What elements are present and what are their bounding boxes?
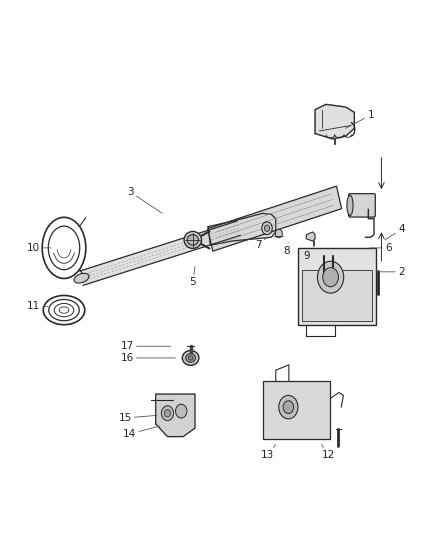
- Circle shape: [161, 406, 173, 421]
- Circle shape: [265, 225, 270, 231]
- Text: 16: 16: [120, 353, 175, 363]
- Text: 12: 12: [321, 445, 335, 460]
- Text: 4: 4: [385, 224, 405, 240]
- Text: 2: 2: [378, 267, 405, 277]
- Bar: [297, 248, 376, 325]
- Circle shape: [276, 229, 283, 238]
- Text: 11: 11: [27, 301, 48, 311]
- Text: 3: 3: [127, 187, 162, 213]
- Text: 9: 9: [303, 248, 313, 261]
- Text: 6: 6: [370, 243, 392, 253]
- Ellipse shape: [182, 351, 199, 366]
- Polygon shape: [306, 232, 315, 241]
- Ellipse shape: [188, 356, 193, 360]
- Text: 7: 7: [255, 237, 267, 250]
- Circle shape: [323, 268, 339, 287]
- Circle shape: [176, 404, 187, 418]
- Circle shape: [279, 395, 298, 419]
- Text: 10: 10: [27, 243, 51, 253]
- Polygon shape: [208, 213, 276, 245]
- Text: 1: 1: [346, 110, 374, 128]
- Bar: [263, 381, 330, 439]
- Circle shape: [164, 409, 170, 417]
- Circle shape: [318, 261, 344, 293]
- Text: 15: 15: [118, 413, 157, 423]
- Ellipse shape: [186, 354, 195, 362]
- Ellipse shape: [347, 195, 353, 215]
- Text: 13: 13: [261, 445, 276, 460]
- Polygon shape: [315, 104, 354, 139]
- Ellipse shape: [187, 235, 198, 245]
- Text: 5: 5: [190, 266, 196, 287]
- Bar: [302, 270, 372, 321]
- Text: 8: 8: [283, 243, 290, 255]
- Polygon shape: [155, 394, 195, 437]
- Text: 14: 14: [123, 426, 160, 439]
- Polygon shape: [80, 221, 240, 285]
- FancyBboxPatch shape: [349, 193, 375, 217]
- Ellipse shape: [74, 273, 89, 283]
- Polygon shape: [208, 186, 342, 251]
- Circle shape: [262, 222, 272, 235]
- Ellipse shape: [184, 231, 201, 248]
- Text: 17: 17: [120, 341, 171, 351]
- Circle shape: [283, 401, 293, 414]
